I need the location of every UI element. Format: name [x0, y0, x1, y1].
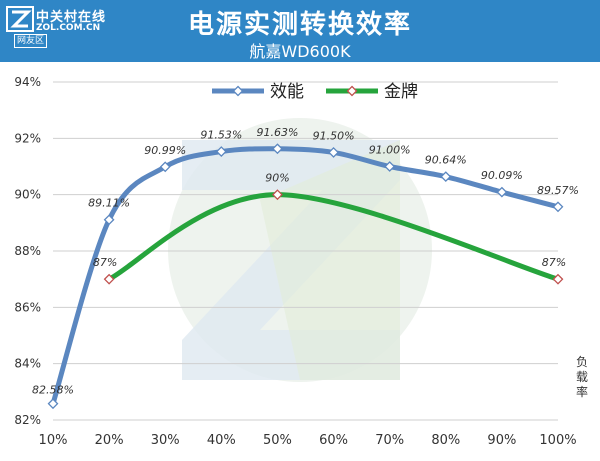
y-axis-label-char: 率	[576, 384, 588, 399]
legend-label: 金牌	[384, 82, 418, 102]
y-tick-label: 88%	[14, 244, 41, 258]
zol-watermark	[168, 118, 432, 382]
data-labels: 82.58% 89.11% 90.99% 91.53% 91.63% 91.50% 91.0…	[32, 126, 579, 397]
data-point-2	[103, 273, 115, 285]
logo-tag: 网友区	[14, 34, 48, 48]
zol-logo: 中关村在线 ZOL.COM.CN 网友区	[6, 6, 124, 48]
data-point-1	[47, 398, 59, 410]
x-tick-label: 30%	[151, 433, 180, 448]
data-point-1	[440, 171, 452, 183]
data-label: 90.09%	[481, 169, 523, 182]
logo-english-text: ZOL.COM.CN	[36, 23, 101, 33]
y-axis-label-char: 载	[576, 370, 588, 384]
data-point-1	[103, 214, 115, 226]
zol-logo-icon	[6, 6, 34, 32]
x-tick-label: 60%	[319, 433, 348, 448]
y-tick-label: 86%	[14, 300, 41, 314]
y-axis-label: 负载率	[576, 355, 588, 399]
chart-subtitle: 航嘉WD600K	[249, 42, 351, 61]
data-label: 90%	[265, 172, 289, 185]
y-tick-label: 82%	[14, 413, 41, 427]
x-tick-label: 40%	[207, 433, 236, 448]
data-label: 91.63%	[256, 126, 298, 139]
data-label: 89.11%	[88, 197, 130, 210]
series-line-2	[106, 192, 561, 282]
data-point-1	[215, 146, 227, 157]
data-label: 90.64%	[425, 154, 467, 167]
data-point-1	[272, 143, 283, 155]
chart-header: 中关村在线 ZOL.COM.CN 网友区 电源实测转换效率 航嘉WD600K	[0, 0, 600, 62]
y-axis-label-char: 负	[576, 355, 588, 369]
data-label: 91.50%	[313, 129, 355, 142]
logo-chinese-text: 中关村在线	[36, 10, 107, 25]
y-tick-label: 94%	[14, 75, 41, 89]
series-layer	[47, 143, 564, 410]
data-point-1	[328, 146, 339, 158]
x-tick-label: 20%	[95, 433, 124, 448]
data-label: 90.99%	[144, 144, 186, 157]
x-tick-label: 10%	[39, 433, 68, 448]
axes: 82% 84% 86% 88% 90% 92% 94% 10% 20% 30% 40% 50% 60% 7…	[14, 75, 576, 448]
x-tick-label: 70%	[375, 433, 404, 448]
data-point-1	[159, 161, 171, 173]
data-label: 91.00%	[369, 144, 411, 157]
data-point-1	[384, 161, 396, 172]
data-label: 82.58%	[32, 384, 74, 397]
x-tick-label: 100%	[539, 433, 576, 448]
x-tick-label: 50%	[263, 433, 292, 448]
legend-label: 效能	[270, 82, 304, 102]
data-label: 91.53%	[200, 129, 242, 142]
x-tick-label: 90%	[487, 433, 516, 448]
data-label: 87%	[93, 256, 117, 269]
legend: 效能 金牌	[212, 82, 418, 102]
y-tick-label: 92%	[14, 131, 41, 145]
data-label: 87%	[542, 256, 566, 269]
x-tick-label: 80%	[431, 433, 460, 448]
chart-title: 电源实测转换效率	[187, 10, 412, 40]
data-point-1	[552, 201, 564, 213]
data-point-2	[552, 273, 564, 285]
y-tick-label: 84%	[14, 357, 41, 371]
data-point-1	[496, 186, 508, 198]
grid-lines	[53, 81, 558, 421]
data-point-2	[272, 189, 283, 201]
y-tick-label: 90%	[14, 188, 41, 202]
legend-marker	[346, 85, 358, 97]
legend-marker	[232, 85, 244, 97]
data-label: 89.57%	[537, 184, 579, 197]
